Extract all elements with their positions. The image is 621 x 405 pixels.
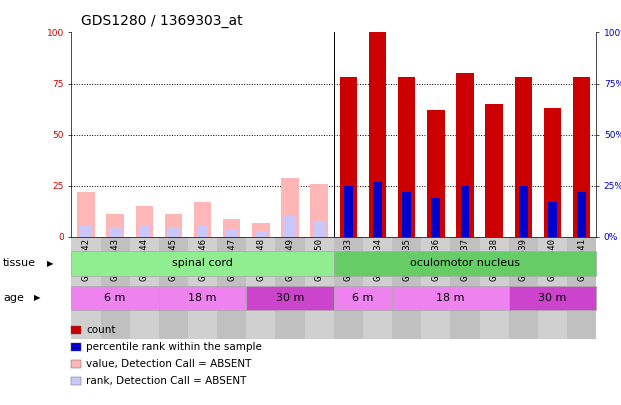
Bar <box>188 237 217 339</box>
Text: 6 m: 6 m <box>104 292 126 303</box>
Bar <box>421 237 450 339</box>
Text: percentile rank within the sample: percentile rank within the sample <box>86 342 262 352</box>
Bar <box>340 77 357 237</box>
Bar <box>334 237 363 339</box>
Bar <box>548 202 557 237</box>
Bar <box>226 229 237 237</box>
Bar <box>363 237 392 339</box>
Bar <box>247 237 276 339</box>
Bar <box>106 214 124 237</box>
Bar <box>314 221 325 237</box>
Text: value, Detection Call = ABSENT: value, Detection Call = ABSENT <box>86 359 252 369</box>
Bar <box>538 237 567 339</box>
Bar <box>573 77 591 237</box>
Bar <box>402 192 411 237</box>
Bar <box>515 77 532 237</box>
Bar <box>567 237 596 339</box>
Text: 30 m: 30 m <box>538 292 566 303</box>
Bar <box>392 237 421 339</box>
Bar <box>109 227 121 237</box>
Bar <box>165 214 182 237</box>
Text: count: count <box>86 325 116 335</box>
Bar <box>138 225 150 237</box>
Bar <box>71 251 334 276</box>
Bar <box>247 286 334 311</box>
Text: 30 m: 30 m <box>276 292 304 303</box>
Bar <box>519 186 528 237</box>
Bar <box>373 182 382 237</box>
Text: 18 m: 18 m <box>188 292 217 303</box>
Bar <box>223 219 240 237</box>
Bar <box>255 231 266 237</box>
Bar <box>135 206 153 237</box>
Text: 18 m: 18 m <box>436 292 465 303</box>
Bar <box>101 237 130 339</box>
Bar <box>284 217 296 237</box>
Bar <box>197 225 208 237</box>
Bar <box>334 286 392 311</box>
Bar <box>77 192 95 237</box>
Bar <box>194 202 211 237</box>
Text: 6 m: 6 m <box>352 292 374 303</box>
Text: ▶: ▶ <box>34 293 40 302</box>
Bar <box>130 237 159 339</box>
Bar <box>159 237 188 339</box>
Bar <box>427 110 445 237</box>
Text: age: age <box>3 293 24 303</box>
Bar <box>369 32 386 237</box>
Bar <box>398 77 415 237</box>
Bar <box>252 223 270 237</box>
Bar <box>486 104 503 237</box>
Bar <box>168 227 179 237</box>
Bar <box>334 251 596 276</box>
Bar <box>456 73 474 237</box>
Text: spinal cord: spinal cord <box>172 258 233 268</box>
Text: ▶: ▶ <box>47 259 53 268</box>
Bar <box>509 286 596 311</box>
Bar <box>479 237 509 339</box>
Text: GDS1280 / 1369303_at: GDS1280 / 1369303_at <box>81 14 242 28</box>
Bar <box>450 237 479 339</box>
Bar <box>344 186 353 237</box>
Bar <box>577 192 586 237</box>
Bar <box>544 108 561 237</box>
Text: rank, Detection Call = ABSENT: rank, Detection Call = ABSENT <box>86 376 247 386</box>
Bar <box>310 184 328 237</box>
Bar <box>276 237 305 339</box>
Bar <box>80 225 92 237</box>
Bar <box>71 286 159 311</box>
Bar <box>71 237 101 339</box>
Bar <box>217 237 247 339</box>
Bar <box>461 186 469 237</box>
Bar <box>281 178 299 237</box>
Text: oculomotor nucleus: oculomotor nucleus <box>410 258 520 268</box>
Bar <box>509 237 538 339</box>
Bar <box>432 198 440 237</box>
Bar <box>305 237 334 339</box>
Bar <box>392 286 509 311</box>
Bar <box>159 286 247 311</box>
Text: tissue: tissue <box>3 258 36 268</box>
